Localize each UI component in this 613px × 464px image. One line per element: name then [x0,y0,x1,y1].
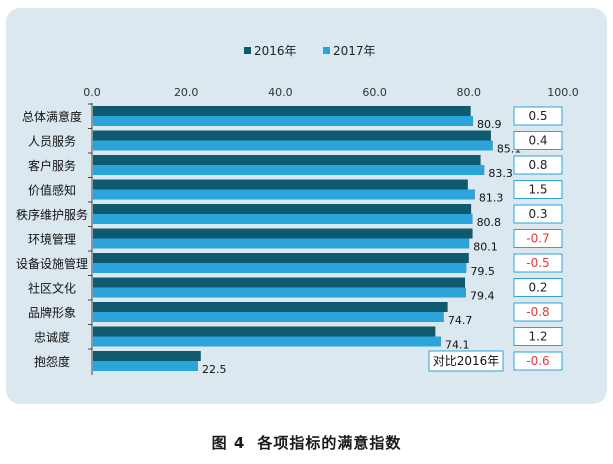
change-box [513,327,563,346]
change-box [513,302,563,322]
comparison-label: 对比2016年 [433,354,500,368]
data-label: 79.4 [470,290,495,303]
data-label: 80.1 [473,241,498,254]
legend-2017-label: 2017年 [333,44,376,58]
change-value: 0.3 [528,207,547,221]
bar-2016 [93,302,448,312]
bar-2016 [93,179,468,190]
bar-2017 [93,287,466,298]
legend-2017-swatch [323,47,330,54]
figure-caption: 图 4 各项指标的满意指数 [0,432,613,453]
bar-2016 [93,326,436,337]
category-label: 秩序维护服务 [16,207,88,222]
category-label: 品牌形象 [28,306,76,320]
category-label: 价值感知 [28,183,76,198]
legend-2016-label: 2016年 [254,44,297,58]
x-tick-label: 100.0 [547,86,579,99]
change-value: 1.5 [528,183,547,197]
category-label: 忠诚度 [34,330,70,345]
bar-2016 [93,351,201,361]
category-label: 总体满意度 [22,109,82,124]
change-value: 0.5 [528,109,547,123]
bar-2016 [93,204,472,214]
category-label: 社区文化 [28,281,76,296]
change-box [513,204,563,224]
change-box [513,106,563,126]
category-label: 客户服务 [28,158,76,173]
bar-2016 [93,106,471,116]
bar-2017 [93,116,474,126]
data-label: 81.3 [479,192,504,205]
category-label: 抱怨度 [34,354,70,369]
change-value: 0.8 [528,158,547,172]
bar-2017 [93,361,198,371]
category-label: 环境管理 [28,232,76,247]
change-value: -0.6 [526,354,549,368]
change-value: 0.4 [528,134,547,148]
bar-2016 [93,253,469,263]
data-label: 74.1 [445,339,470,352]
bar-2016 [93,130,491,141]
x-tick-label: 20.0 [174,86,199,99]
bar-2017 [93,238,470,249]
bar-2017 [93,336,442,347]
bar-2016 [93,277,466,288]
data-label: 83.3 [488,167,513,180]
change-box [513,253,563,273]
change-box [513,155,563,175]
bar-2017 [93,189,475,200]
change-box [513,131,563,150]
x-tick-label: 60.0 [362,86,387,99]
x-tick-label: 0.0 [83,86,101,99]
bar-2017 [93,263,467,273]
figure-number: 图 4 [211,434,246,452]
data-label: 79.5 [470,265,495,278]
bar-2017 [93,165,485,175]
bar-2016 [93,155,481,165]
bar-2016 [93,228,473,239]
change-box [513,278,563,297]
category-label: 人员服务 [28,134,76,149]
change-box [513,229,563,248]
change-box [513,351,563,371]
change-value: -0.7 [526,232,549,246]
change-value: -0.8 [526,305,549,319]
category-label: 设备设施管理 [16,256,88,271]
bar-2017 [93,312,444,322]
data-label: 80.8 [477,216,502,229]
legend-2016-swatch [244,47,251,54]
change-value: 0.2 [528,281,547,295]
bar-2017 [93,140,493,151]
change-value: -0.5 [526,256,549,270]
change-box [513,180,563,199]
data-label: 74.7 [448,314,473,327]
bar-2017 [93,214,473,224]
change-value: 1.2 [528,330,547,344]
figure-title: 各项指标的满意指数 [257,434,402,452]
data-label: 80.9 [477,118,502,131]
x-tick-label: 40.0 [268,86,293,99]
data-label: 22.5 [202,363,227,376]
comparison-label-box [428,350,504,372]
x-tick-label: 80.0 [457,86,482,99]
